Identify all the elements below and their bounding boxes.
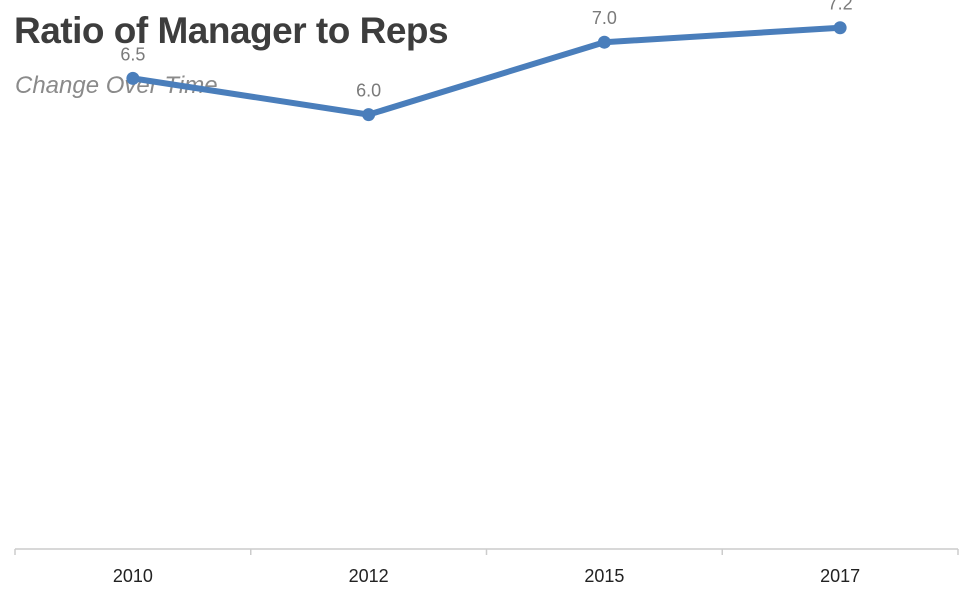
data-label: 6.5 — [120, 44, 145, 64]
data-point — [833, 21, 847, 35]
data-point — [597, 35, 611, 49]
data-label: 6.0 — [356, 81, 381, 101]
x-tick-label: 2017 — [820, 566, 860, 586]
x-tick-label: 2012 — [349, 566, 389, 586]
x-tick-labels: 2010 2012 2015 2017 — [113, 566, 860, 586]
data-points — [126, 21, 847, 122]
data-labels: 6.5 6.0 7.0 7.2 — [120, 0, 852, 101]
data-point — [126, 71, 140, 85]
x-tick-label: 2010 — [113, 566, 153, 586]
series-line — [129, 24, 844, 118]
series-line-layer — [129, 24, 844, 118]
x-axis — [14, 548, 959, 555]
x-tick-label: 2015 — [584, 566, 624, 586]
data-label: 7.2 — [828, 0, 853, 14]
chart-title: Ratio of Manager to Reps — [14, 10, 449, 51]
data-point — [362, 108, 376, 122]
data-label: 7.0 — [592, 8, 617, 28]
